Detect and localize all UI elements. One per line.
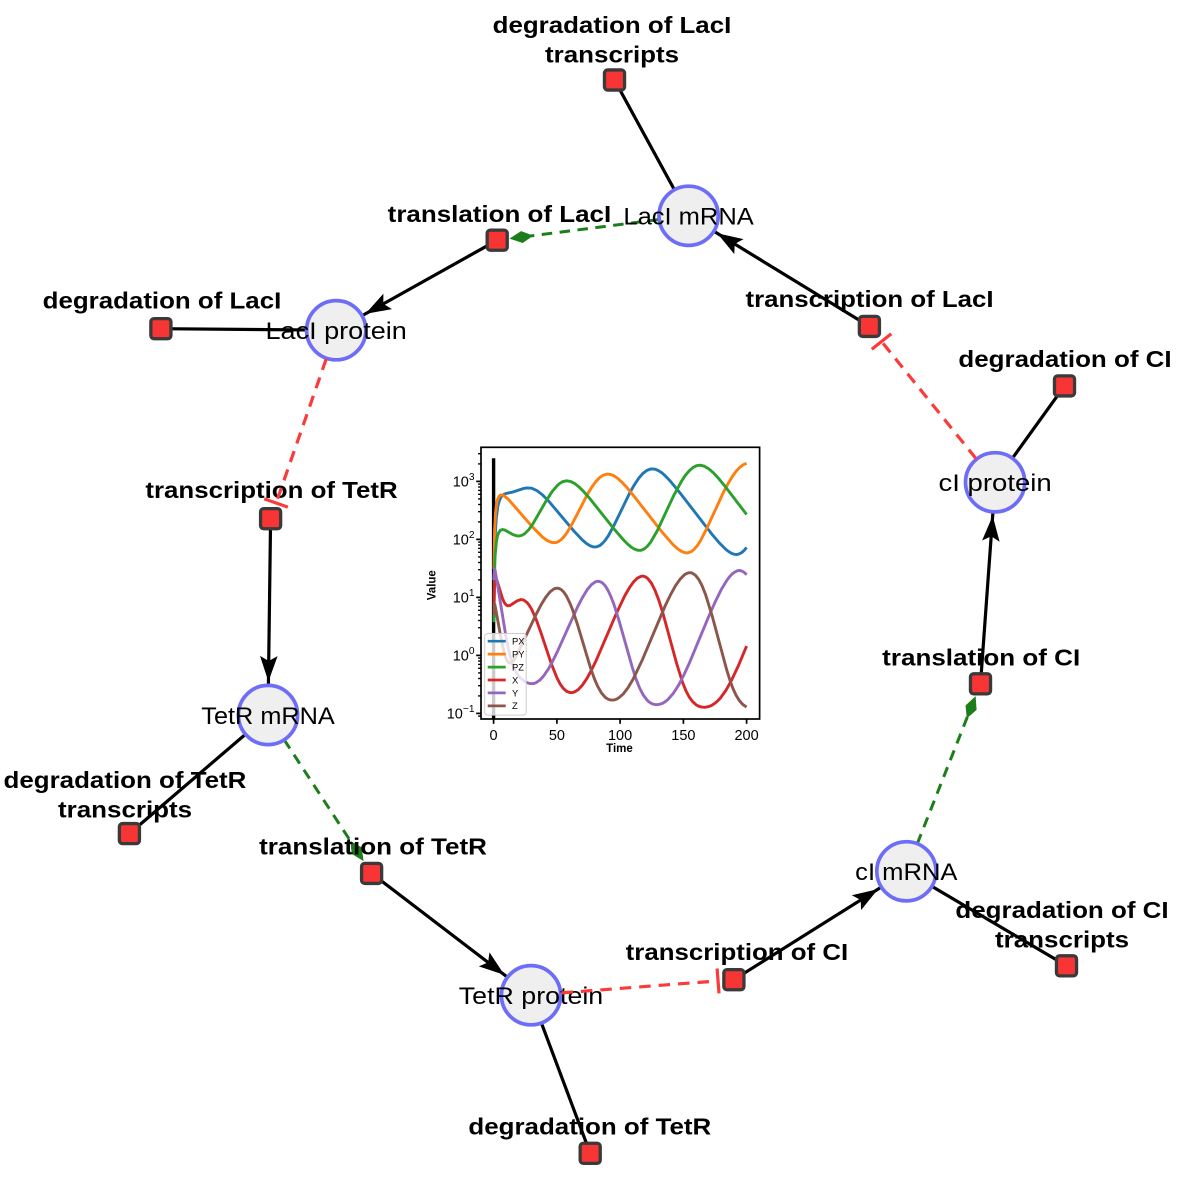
svg-text:LacI mRNA: LacI mRNA bbox=[623, 204, 753, 231]
svg-text:degradation of CI: degradation of CI bbox=[955, 897, 1168, 923]
svg-text:TetR mRNA: TetR mRNA bbox=[201, 703, 334, 730]
svg-text:transcripts: transcripts bbox=[545, 41, 679, 67]
svg-text:translation of LacI: translation of LacI bbox=[388, 201, 612, 227]
svg-text:150: 150 bbox=[671, 728, 695, 744]
svg-text:101: 101 bbox=[453, 588, 475, 607]
svg-text:degradation of TetR: degradation of TetR bbox=[468, 1114, 711, 1140]
svg-text:Y: Y bbox=[512, 687, 519, 698]
svg-text:50: 50 bbox=[549, 728, 565, 744]
svg-text:degradation of TetR: degradation of TetR bbox=[4, 767, 247, 793]
svg-text:Value: Value bbox=[427, 570, 439, 600]
svg-text:X: X bbox=[512, 674, 519, 685]
svg-text:100: 100 bbox=[453, 646, 475, 665]
svg-text:transcription of TetR: transcription of TetR bbox=[145, 477, 398, 503]
svg-text:translation of TetR: translation of TetR bbox=[259, 834, 487, 860]
svg-text:transcripts: transcripts bbox=[58, 796, 192, 822]
svg-text:100: 100 bbox=[608, 728, 632, 744]
svg-text:102: 102 bbox=[453, 530, 475, 549]
svg-text:degradation of LacI: degradation of LacI bbox=[493, 12, 732, 38]
svg-text:0: 0 bbox=[490, 728, 498, 744]
svg-text:cI protein: cI protein bbox=[939, 470, 1052, 497]
svg-text:Z: Z bbox=[512, 700, 518, 711]
svg-text:degradation of CI: degradation of CI bbox=[958, 346, 1171, 372]
svg-text:transcription of CI: transcription of CI bbox=[626, 939, 849, 965]
svg-text:degradation of LacI: degradation of LacI bbox=[43, 288, 282, 314]
svg-text:TetR protein: TetR protein bbox=[459, 983, 603, 1010]
svg-text:translation of CI: translation of CI bbox=[882, 645, 1080, 671]
svg-text:Time: Time bbox=[606, 743, 633, 755]
svg-text:10−1: 10−1 bbox=[447, 704, 475, 723]
svg-text:PY: PY bbox=[512, 649, 525, 660]
svg-text:LacI protein: LacI protein bbox=[266, 318, 407, 345]
svg-text:200: 200 bbox=[734, 728, 758, 744]
svg-text:103: 103 bbox=[453, 472, 475, 491]
svg-text:PX: PX bbox=[512, 636, 525, 647]
svg-text:transcription of LacI: transcription of LacI bbox=[746, 286, 994, 312]
svg-text:PZ: PZ bbox=[512, 662, 524, 673]
svg-text:transcripts: transcripts bbox=[995, 927, 1129, 953]
svg-text:cI mRNA: cI mRNA bbox=[855, 859, 957, 886]
